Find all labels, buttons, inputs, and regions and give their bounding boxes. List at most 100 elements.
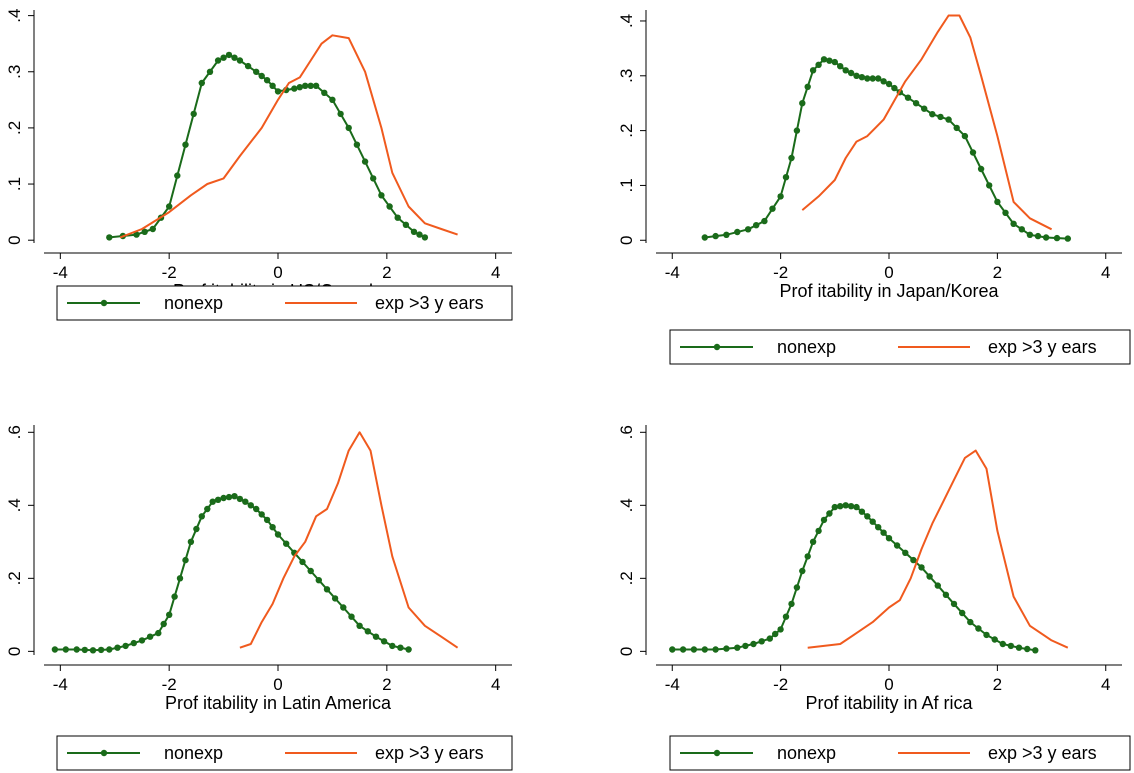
data-point bbox=[864, 75, 871, 82]
data-point bbox=[97, 646, 105, 654]
data-point bbox=[394, 214, 401, 221]
data-point bbox=[953, 124, 960, 132]
data-point bbox=[174, 172, 181, 179]
data-point bbox=[880, 78, 887, 85]
data-point bbox=[1034, 232, 1042, 240]
data-point bbox=[269, 82, 276, 90]
x-tick-label: 2 bbox=[993, 263, 1002, 282]
data-point bbox=[337, 110, 344, 118]
data-point bbox=[875, 524, 882, 531]
data-point bbox=[983, 631, 990, 639]
legend-label-nonexp: nonexp bbox=[777, 337, 836, 357]
data-point bbox=[182, 141, 189, 148]
data-point bbox=[799, 100, 806, 107]
data-point bbox=[782, 174, 790, 181]
data-point bbox=[712, 232, 719, 240]
data-point bbox=[777, 193, 784, 200]
y-tick-label: .1 bbox=[617, 178, 636, 192]
data-point bbox=[258, 511, 265, 518]
y-tick-label: .4 bbox=[617, 14, 636, 28]
data-point bbox=[904, 94, 912, 101]
data-point bbox=[263, 77, 271, 84]
data-point bbox=[758, 638, 765, 645]
data-point bbox=[378, 192, 385, 199]
x-tick-label: -2 bbox=[773, 263, 788, 282]
data-point bbox=[910, 556, 917, 564]
data-point bbox=[220, 494, 227, 502]
x-tick-label: 0 bbox=[273, 263, 282, 282]
y-tick-label: 0 bbox=[617, 647, 636, 656]
legend-label-exp: exp >3 y ears bbox=[375, 743, 484, 763]
data-point bbox=[926, 573, 933, 580]
data-point bbox=[51, 646, 59, 653]
data-point bbox=[742, 642, 749, 650]
data-point bbox=[766, 635, 773, 642]
data-point bbox=[826, 57, 833, 64]
data-point bbox=[155, 629, 162, 637]
data-point bbox=[937, 113, 944, 121]
data-point bbox=[253, 68, 260, 76]
x-tick-label: 0 bbox=[884, 263, 893, 282]
data-point bbox=[247, 502, 254, 509]
data-point bbox=[269, 524, 276, 531]
legend: nonexp exp >3 y ears bbox=[669, 735, 1131, 771]
data-point bbox=[348, 613, 355, 620]
data-point bbox=[769, 205, 776, 212]
data-point bbox=[274, 531, 282, 538]
y-tick-label: 0 bbox=[617, 236, 636, 245]
data-point bbox=[193, 525, 200, 533]
x-tick-label: -2 bbox=[162, 263, 177, 282]
data-point bbox=[1007, 642, 1015, 650]
data-point bbox=[204, 505, 211, 513]
data-point bbox=[380, 638, 388, 645]
data-point bbox=[869, 518, 876, 525]
x-tick-label: -2 bbox=[162, 675, 177, 694]
data-point bbox=[1032, 647, 1039, 654]
series-line-exp-3-y-ears bbox=[239, 431, 459, 649]
data-point bbox=[690, 646, 698, 653]
chart-panel-4: 0 .2 .4 .6 -4 -2 0 2 4 Prof itability in Af rica n… bbox=[617, 425, 1131, 771]
x-axis-label: Prof itability in Japan/Korea bbox=[779, 281, 999, 301]
data-point bbox=[182, 556, 189, 564]
data-point bbox=[734, 644, 741, 651]
y-tick-label: .2 bbox=[5, 571, 24, 585]
data-point bbox=[225, 493, 233, 501]
data-point bbox=[809, 538, 817, 545]
data-point bbox=[214, 496, 222, 503]
y-tick-label: .6 bbox=[617, 425, 636, 439]
data-point bbox=[166, 611, 173, 618]
data-point bbox=[171, 593, 178, 600]
data-point bbox=[912, 100, 920, 107]
legend: nonexp exp >3 y ears bbox=[56, 735, 513, 771]
data-point bbox=[166, 203, 173, 210]
data-point bbox=[361, 158, 369, 165]
data-point bbox=[410, 228, 418, 235]
data-point bbox=[198, 79, 205, 87]
data-point bbox=[370, 175, 377, 182]
data-point bbox=[231, 54, 238, 61]
data-point bbox=[149, 225, 156, 233]
data-point bbox=[405, 646, 412, 653]
data-point bbox=[386, 203, 393, 210]
data-point bbox=[106, 234, 113, 241]
data-point bbox=[296, 84, 303, 91]
y-tick-label: .1 bbox=[5, 177, 24, 191]
y-tick-label: .6 bbox=[5, 425, 24, 439]
chart-panel-3: 0 .2 .4 .6 -4 -2 0 2 4 Prof itability in Latin Am… bbox=[5, 425, 513, 771]
data-point bbox=[831, 503, 838, 511]
legend-label-exp: exp >3 y ears bbox=[988, 337, 1097, 357]
legend-marker-nonexp bbox=[713, 343, 721, 351]
data-point bbox=[942, 591, 950, 598]
data-point bbox=[820, 56, 828, 63]
data-point bbox=[1023, 645, 1031, 653]
data-point bbox=[842, 502, 849, 509]
chart-panel-2: 0 .1 .2 .3 .4 -4 -2 0 2 4 Prof itability in Japan/… bbox=[617, 10, 1131, 365]
data-point bbox=[81, 646, 89, 654]
x-axis-label: Prof itability in Latin America bbox=[165, 693, 392, 713]
data-point bbox=[701, 234, 708, 241]
data-point bbox=[918, 564, 925, 571]
data-point bbox=[788, 154, 795, 162]
data-point bbox=[880, 529, 887, 536]
data-point bbox=[753, 222, 760, 229]
data-point bbox=[842, 67, 849, 74]
